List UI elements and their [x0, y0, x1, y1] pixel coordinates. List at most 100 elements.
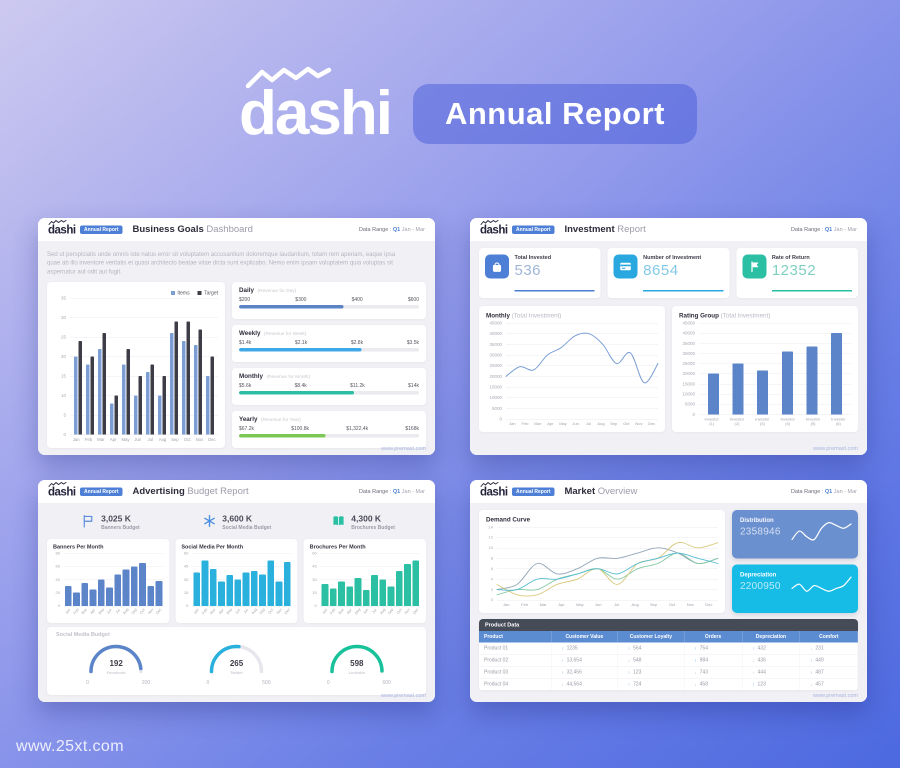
progress-tick-value: $1.4k [239, 340, 252, 346]
range-quarter: Q1 [824, 488, 833, 495]
y-axis: 60 45 30 15 0 [312, 551, 317, 609]
x-tick-label: Feb [521, 421, 529, 427]
bar [412, 560, 419, 606]
gridline [497, 589, 718, 591]
value-cell: ↑ 32,456 [551, 666, 618, 678]
title-light: Budget Report [187, 486, 249, 497]
month-label: Nov [275, 607, 283, 616]
range-period: Jan - Mar [401, 488, 425, 495]
down-arrow-icon: ↓ [752, 669, 755, 675]
chart-title: Monthly (Total Investment) [486, 312, 658, 319]
gauge-linkedin: 598 LinkedIn 0 600 [312, 637, 402, 689]
x-axis: Jan Feb Mar Apr May Jun Jul Aug Sep Oct Nov Dec [70, 435, 218, 442]
range-label: Data Range : [790, 226, 824, 233]
panel-brand: dashi Annual Report [48, 481, 123, 499]
monthly-bar-chart-card: Banners Per Month 80 60 40 20 0 Jan Feb Mar Apr Ma… [47, 538, 170, 623]
bar [732, 363, 744, 415]
month-label: Mar [337, 607, 345, 616]
bar [174, 321, 178, 435]
value-cell: ↓ 743 [684, 666, 743, 678]
gridline [506, 355, 658, 356]
x-tick-label: Mar [539, 602, 547, 608]
x-axis: Jan Feb Mar Apr May Jun Jul Aug Sep Oct Nov Dec [497, 600, 718, 608]
line-plot-area [506, 323, 658, 420]
x-tick-label: Oct [267, 607, 275, 618]
month-label: Sep [386, 607, 395, 616]
title-bold: Market [564, 486, 596, 497]
premast-link[interactable]: www.premast.com [381, 692, 426, 699]
data-range-selector[interactable]: Data Range : Q1 Jan - Mar [359, 227, 425, 233]
bar [130, 566, 138, 606]
gridline [70, 356, 218, 358]
x-tick-label: Mar [337, 607, 345, 618]
gridline [699, 394, 851, 395]
value-cell: ↑ 724 [618, 678, 685, 690]
gauge-arc [209, 644, 264, 674]
gridline [699, 383, 851, 385]
range-period: Jan - Mar [401, 226, 425, 233]
x-tick-label: Sep [610, 421, 618, 427]
column-header: Orders [684, 631, 743, 643]
progress-tick-value: $168k [405, 426, 419, 432]
gauge-twitter: 265 Twitter 0 500 [191, 637, 281, 689]
month-label: Feb [72, 607, 80, 616]
chart-title: Social Media Per Month [181, 543, 244, 550]
bar-plot-area [64, 553, 164, 607]
premast-link[interactable]: www.premast.com [813, 692, 858, 699]
gauge-min: 0 [326, 679, 330, 686]
down-arrow-icon: ↓ [752, 657, 755, 663]
x-tick-label: Jun [234, 607, 242, 618]
data-range-selector[interactable]: Data Range : Q1 Jan - Mar [791, 489, 857, 495]
progress-tick-value: $400 [351, 297, 363, 303]
x-tick-label: Oct [139, 607, 147, 618]
watermark[interactable]: www.25xt.com [16, 738, 124, 755]
data-range-selector[interactable]: Data Range : Q1 Jan - Mar [791, 227, 857, 233]
value-cell: ↑ 564 [618, 642, 685, 654]
x-tick-label: Investor (4) [780, 416, 795, 426]
legend-marker [197, 291, 202, 296]
premast-link[interactable]: www.premast.com [381, 445, 426, 452]
bar [283, 562, 291, 606]
y-axis: 80 60 40 20 0 [55, 551, 60, 609]
up-arrow-icon: ↑ [627, 681, 631, 687]
kpi-label: Number of Investment [643, 254, 702, 261]
month-label: Apr [345, 607, 353, 615]
bar [275, 581, 283, 606]
table-row: Product 01 ↑ 1235 ↑ 564 ↑ 754 ↑ 432 ↓ 231 [479, 642, 858, 655]
y-axis: 35 30 25 20 15 10 5 0 [60, 295, 66, 437]
month-label: Dec [283, 607, 292, 616]
value-cell: ↓ 458 [684, 678, 743, 690]
logo-text: dashi [48, 484, 76, 498]
data-range-selector[interactable]: Data Range : Q1 Jan - Mar [359, 489, 425, 495]
bar [147, 586, 155, 606]
cell-value: 457 [815, 681, 824, 688]
range-label: Data Range : [358, 226, 392, 233]
bar [98, 348, 102, 435]
x-tick-label: Aug [631, 602, 639, 608]
revenue-progress-list: Daily (Revenue for Day) $200 $300 $400 $600 We… [232, 282, 426, 448]
gridline [70, 298, 218, 299]
annual-report-badge: Annual Report [512, 487, 555, 496]
sparkline-chart [792, 572, 851, 603]
x-tick-label: Sep [171, 437, 179, 442]
bar [126, 348, 130, 435]
gauge-value: 265 [229, 659, 244, 668]
kpi-item: 3,025 K Banners Budget [47, 510, 173, 535]
page-title: Business Goals Dashboard [132, 224, 252, 235]
table-title: Product Data [479, 619, 858, 631]
bar [138, 376, 142, 435]
table-row: Product 04 ↓ 44,564 ↑ 724 ↓ 458 ↑ 123 ↓ 457 [479, 678, 858, 691]
bar [155, 580, 163, 606]
premast-link[interactable]: www.premast.com [813, 445, 858, 452]
bar [781, 351, 793, 415]
progress-fill [239, 305, 344, 309]
x-tick-label: Feb [201, 607, 209, 618]
progress-tick-value: $14k [408, 383, 419, 389]
x-axis: Investor (1) Investor (2) Investor (3) Inve… [699, 414, 851, 426]
legend-label: Items [177, 290, 190, 296]
x-tick-label: Aug [122, 607, 130, 618]
column-header: Customer Loyalty [617, 631, 685, 643]
gridline [192, 592, 292, 594]
x-tick-label: Feb [72, 607, 80, 618]
x-tick-label: Feb [84, 437, 93, 442]
